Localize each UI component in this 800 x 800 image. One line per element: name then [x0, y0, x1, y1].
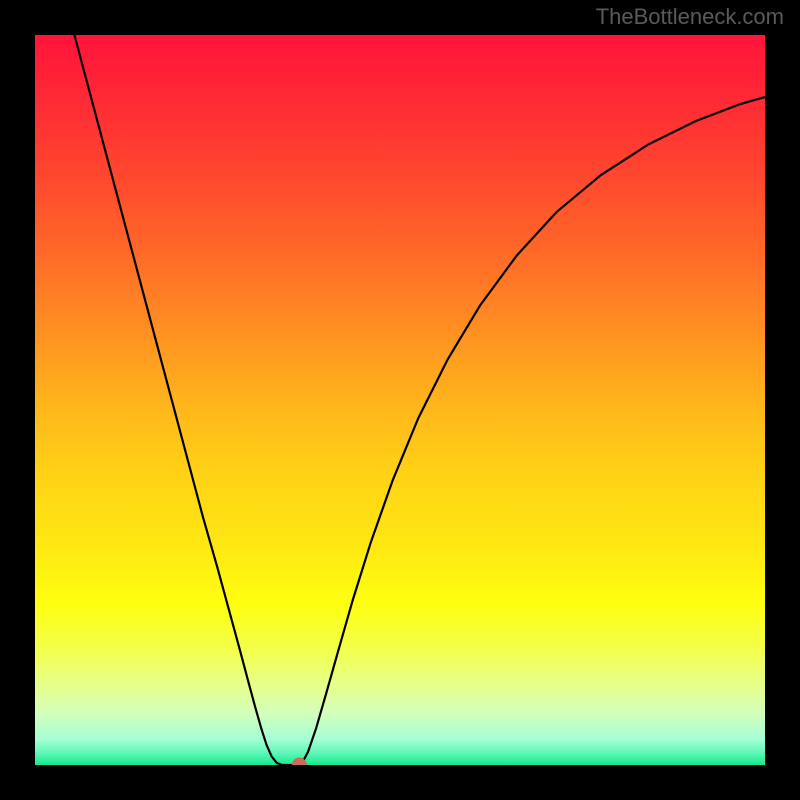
plot-background: [35, 35, 765, 765]
chart-frame: TheBottleneck.com: [0, 0, 800, 800]
watermark-label: TheBottleneck.com: [596, 4, 784, 30]
bottleneck-chart: [35, 35, 765, 765]
